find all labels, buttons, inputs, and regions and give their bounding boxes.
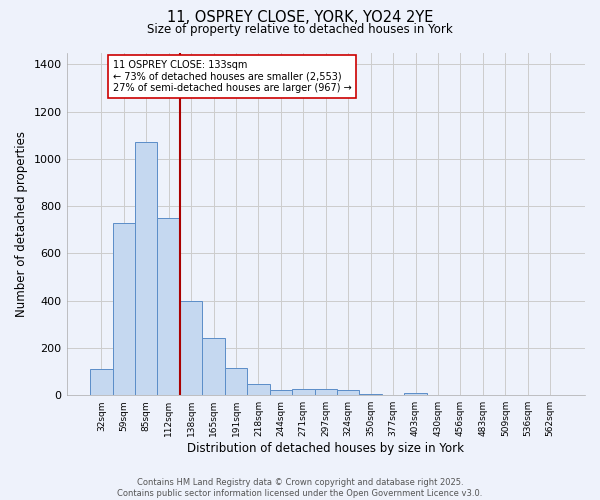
Bar bbox=[157, 218, 180, 395]
Bar bbox=[90, 369, 113, 395]
X-axis label: Distribution of detached houses by size in York: Distribution of detached houses by size … bbox=[187, 442, 464, 455]
Bar bbox=[337, 390, 359, 395]
Bar bbox=[314, 388, 337, 395]
Bar bbox=[359, 394, 382, 395]
Bar bbox=[113, 222, 135, 395]
Y-axis label: Number of detached properties: Number of detached properties bbox=[15, 131, 28, 317]
Text: 11, OSPREY CLOSE, YORK, YO24 2YE: 11, OSPREY CLOSE, YORK, YO24 2YE bbox=[167, 10, 433, 25]
Bar bbox=[135, 142, 157, 395]
Bar bbox=[292, 388, 314, 395]
Bar bbox=[269, 390, 292, 395]
Text: 11 OSPREY CLOSE: 133sqm
← 73% of detached houses are smaller (2,553)
27% of semi: 11 OSPREY CLOSE: 133sqm ← 73% of detache… bbox=[113, 60, 352, 93]
Bar bbox=[202, 338, 225, 395]
Text: Contains HM Land Registry data © Crown copyright and database right 2025.
Contai: Contains HM Land Registry data © Crown c… bbox=[118, 478, 482, 498]
Text: Size of property relative to detached houses in York: Size of property relative to detached ho… bbox=[147, 22, 453, 36]
Bar bbox=[225, 368, 247, 395]
Bar bbox=[404, 393, 427, 395]
Bar bbox=[180, 300, 202, 395]
Bar bbox=[247, 384, 269, 395]
